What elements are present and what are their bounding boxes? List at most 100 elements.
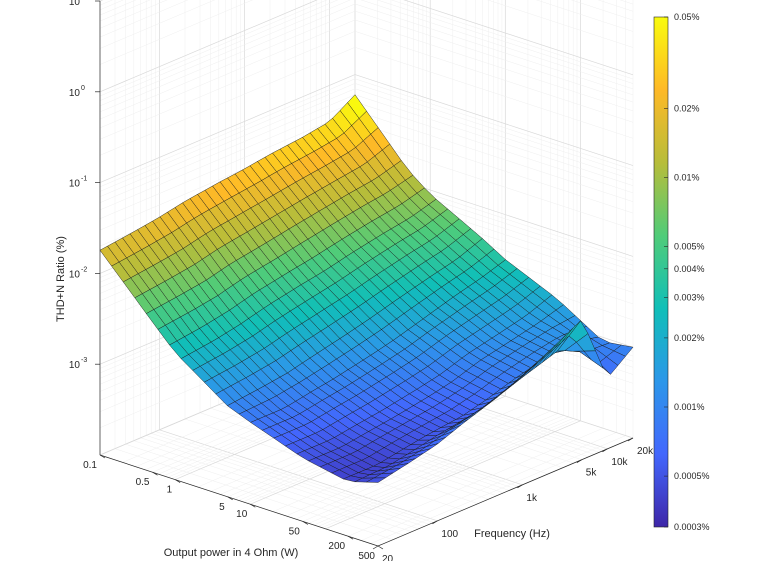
grid-line (354, 101, 634, 194)
grid-line (99, 3, 356, 113)
grid-line (376, 0, 634, 84)
grid-line (321, 419, 578, 528)
colorbar-tick-label: 0.005% (674, 242, 705, 252)
z-axis-ticks: 10-310-210-1100101 (69, 0, 100, 371)
grid-line (99, 78, 356, 188)
grid-line (361, 432, 617, 541)
grid-line (354, 137, 634, 230)
grid-line (99, 83, 356, 192)
grid-line (99, 0, 318, 93)
grid-line (354, 31, 634, 123)
grid-line (302, 413, 558, 522)
axis-lines (99, 1, 634, 547)
z-tick-exponent: 0 (81, 85, 85, 92)
grid-line (99, 10, 356, 120)
grid-line (354, 3, 634, 96)
y-tick (250, 503, 256, 508)
colorbar-tick-label: 0.0005% (674, 471, 710, 481)
grid-line (99, 0, 253, 65)
grid-line (354, 83, 634, 175)
colorbar-tick-label: 0.003% (674, 293, 705, 303)
grid-line (390, 0, 634, 80)
colorbar-gradient (653, 16, 669, 528)
colorbar-tick-label: 0.0003% (674, 522, 710, 532)
grid-line (535, 0, 634, 32)
y-tick-label: 200 (328, 541, 345, 552)
grid-line (99, 0, 351, 107)
grid-line (286, 407, 542, 517)
grid-line (99, 47, 356, 156)
grid-line (99, 0, 168, 29)
y-tick (174, 479, 181, 483)
grid-line (354, 10, 634, 103)
axis-line (99, 454, 379, 547)
x-tick (432, 520, 438, 525)
y-tick-label: 0.1 (83, 460, 97, 471)
colorbar-tick-label: 0.004% (674, 264, 705, 274)
grid-line (487, 0, 634, 48)
y-tick (302, 521, 309, 525)
grid-line (308, 415, 564, 524)
colorbar-ticks: 0.05% 0.02% 0.01% 0.005% 0.004% 0.003% 0.002% 0… (664, 12, 710, 532)
grid-line (318, 418, 574, 527)
y-tick-label: 50 (289, 526, 301, 537)
z-tick-label: 10 (69, 0, 81, 8)
y-axis-label: Output power in 4 Ohm (W) (164, 547, 299, 559)
grid-line (99, 0, 339, 101)
grid-line (99, 74, 356, 183)
grid-line (99, 0, 189, 38)
colorbar-tick-label: 0.001% (674, 402, 705, 412)
colorbar-tick-label: 0.05% (674, 12, 700, 22)
x-tick (576, 459, 583, 463)
surface-patch (366, 477, 386, 483)
colorbar-tick-label: 0.02% (674, 103, 700, 113)
y-tick (377, 545, 384, 550)
z-tick-label: 10 (69, 179, 81, 190)
grid-line (570, 0, 634, 21)
x-tick-label: 10k (611, 457, 628, 468)
x-tick (372, 545, 379, 550)
colorbar-tick-label: 0.002% (674, 333, 705, 343)
x-tick-label: 20k (637, 446, 654, 457)
grid-line (354, 19, 634, 112)
x-tick-label: 5k (586, 468, 598, 479)
axis-line (377, 437, 634, 547)
grid-line (99, 0, 216, 49)
x-axis-ticks: 20 100 1k 5k 10k 20k (372, 437, 654, 561)
colorbar-tick-label: 0.01% (674, 172, 700, 182)
y-tick (347, 535, 354, 540)
y-tick-label: 0.5 (136, 477, 150, 488)
grid-line (370, 435, 626, 544)
z-tick-exponent: -3 (81, 357, 87, 364)
x-tick-label: 1k (526, 493, 538, 504)
y-tick (99, 454, 106, 459)
grid-line (360, 0, 634, 90)
z-tick-exponent: 1 (81, 0, 85, 1)
grid-line (354, 110, 634, 202)
grid-line (354, 88, 634, 180)
z-tick-label: 10 (69, 360, 81, 371)
grid-line (99, 94, 356, 203)
z-tick-label: 10 (69, 269, 81, 280)
grid-line (99, 0, 151, 22)
y-tick (227, 496, 233, 501)
grid-line (99, 0, 328, 97)
grid-line (325, 420, 581, 530)
y-axis-ticks: 0.1 0.5 1 5 10 50 200 500 (83, 454, 384, 561)
y-tick-label: 500 (358, 551, 375, 561)
grid-line (354, 74, 634, 166)
grid-line (99, 101, 356, 211)
grid-line (354, 47, 634, 139)
thd-surface (99, 94, 634, 483)
z-tick-exponent: -2 (81, 266, 87, 273)
y-tick-label: 5 (219, 502, 225, 513)
y-tick-label: 10 (236, 509, 248, 520)
x-axis-label: Frequency (Hz) (474, 528, 550, 540)
z-tick-exponent: -1 (81, 176, 87, 183)
colorbar: 0.05% 0.02% 0.01% 0.005% 0.004% 0.003% 0.002% 0… (653, 12, 710, 532)
grid-line (99, 110, 356, 219)
grid-line (348, 427, 604, 537)
x-tick (517, 484, 523, 489)
grid-line (403, 0, 634, 76)
